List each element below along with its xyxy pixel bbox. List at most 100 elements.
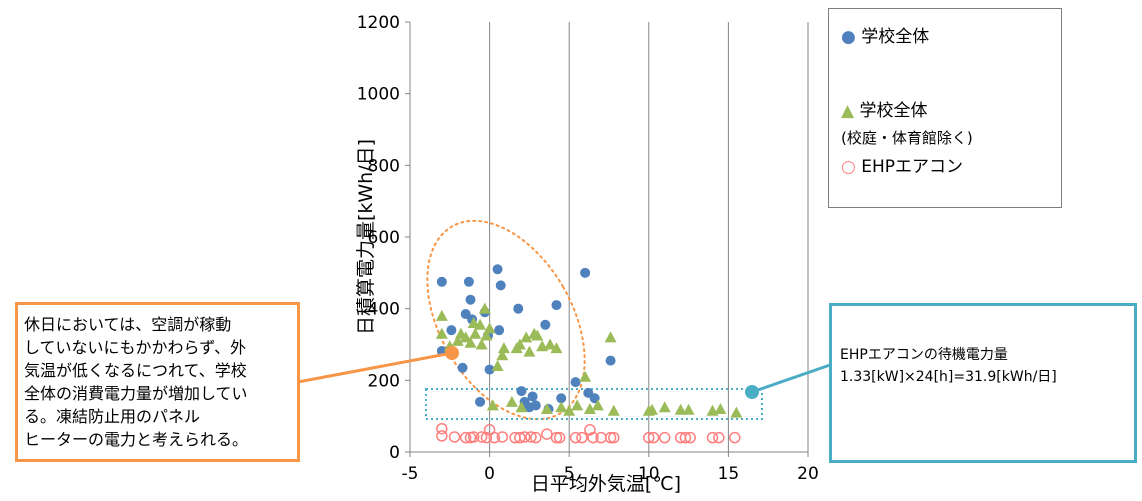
series-2	[436, 422, 741, 444]
data-point	[569, 431, 582, 444]
data-point	[607, 404, 620, 416]
y-tick-label: 1000	[357, 85, 400, 105]
data-point	[576, 431, 588, 444]
data-point	[497, 342, 510, 354]
data-point	[556, 393, 567, 404]
y-tick-label: 1200	[357, 13, 400, 33]
x-tick-label: 15	[718, 464, 740, 484]
data-point	[465, 294, 476, 305]
legend-item-school-total: ● 学校全体	[841, 25, 929, 49]
gridlines	[489, 22, 809, 452]
callout-line: る。凍結防止用のパネル	[24, 407, 201, 426]
data-point	[475, 396, 486, 407]
data-point	[730, 406, 743, 418]
data-point	[580, 267, 591, 278]
data-point	[520, 331, 533, 343]
data-point	[505, 395, 518, 407]
data-point	[451, 334, 464, 346]
callout-line: 1.33[kW]×24[h]=31.9[kWh/日]	[840, 369, 1057, 385]
data-point	[605, 355, 616, 366]
data-point	[484, 364, 495, 375]
data-point	[679, 431, 692, 444]
data-point	[513, 338, 526, 350]
right-callout-connector	[751, 363, 831, 394]
data-point	[714, 403, 727, 414]
data-point	[464, 336, 477, 348]
data-point	[492, 264, 503, 275]
winter-cluster-highlight-ellipse	[426, 219, 586, 421]
data-point	[514, 431, 526, 444]
right-annotation-callout: EHPエアコンの待機電力量 1.33[kW]×24[h]=31.9[kWh/日]	[829, 303, 1137, 463]
standby-power-highlight-box	[425, 388, 763, 420]
data-point	[706, 431, 719, 444]
data-point	[541, 428, 553, 440]
callout-line: 気温が低くなるにつれて、学校	[24, 361, 247, 380]
data-point	[530, 431, 542, 444]
x-tick-label: -5	[402, 464, 419, 484]
data-point	[459, 431, 472, 444]
data-point	[436, 276, 447, 287]
callout-line: していないにもかかわらず、外	[24, 338, 247, 357]
data-point	[571, 399, 584, 411]
data-point	[495, 280, 506, 291]
data-point	[604, 331, 617, 343]
data-point	[645, 403, 658, 415]
data-point	[643, 431, 655, 444]
data-point	[483, 322, 496, 334]
data-point	[459, 331, 472, 343]
data-point	[491, 360, 504, 371]
left-callout-anchor-dot	[445, 346, 459, 360]
y-tick-label: 400	[368, 300, 400, 320]
data-points	[435, 264, 743, 444]
data-point	[488, 431, 501, 444]
legend: ● 学校全体 ▲ 学校全体 (校庭・体育館除く) ○ EHPエアコン	[828, 8, 1062, 208]
callout-line: 休日においては、空調が稼動	[24, 315, 232, 334]
legend-label-sub: (校庭・体育館除く)	[841, 129, 973, 147]
y-tick-label: 600	[368, 228, 400, 248]
data-point	[525, 431, 537, 443]
data-point	[729, 431, 741, 444]
data-point	[435, 309, 448, 321]
data-point	[435, 327, 448, 339]
data-point	[684, 431, 696, 444]
data-point	[531, 329, 544, 341]
left-callout-connector	[297, 351, 453, 384]
data-point	[674, 403, 687, 415]
data-point	[474, 318, 487, 330]
data-point	[475, 431, 488, 443]
data-point	[516, 386, 527, 397]
data-point	[463, 276, 474, 287]
data-point	[544, 338, 557, 350]
x-tick-label: 20	[797, 464, 819, 484]
data-point	[551, 300, 562, 311]
data-point	[604, 431, 617, 444]
data-point	[513, 303, 524, 314]
data-point	[587, 431, 599, 444]
data-point	[469, 327, 482, 339]
legend-label: EHPエアコン	[861, 157, 964, 177]
data-point	[436, 422, 448, 435]
data-point	[486, 399, 499, 411]
legend-marker-circle-icon: ●	[841, 27, 856, 47]
legend-item-school-excluding: ▲ 学校全体	[841, 99, 927, 123]
legend-label: 学校全体	[861, 27, 930, 47]
data-point	[570, 377, 581, 388]
data-point	[515, 401, 528, 413]
data-point	[553, 431, 566, 444]
data-point	[583, 403, 596, 414]
data-point	[448, 431, 461, 443]
data-point	[494, 325, 505, 336]
data-point	[518, 431, 531, 443]
data-point	[523, 345, 536, 357]
data-point	[563, 404, 576, 416]
legend-label: 学校全体	[859, 101, 928, 121]
y-tick-label: 0	[389, 443, 400, 463]
legend-item-ehp-aircon: ○ EHPエアコン	[841, 155, 963, 179]
data-point	[530, 400, 541, 411]
data-point	[591, 399, 604, 411]
data-point	[446, 325, 457, 336]
callout-line: ヒーターの電力と考えられる。	[24, 430, 249, 449]
data-point	[480, 329, 493, 341]
legend-item-school-excluding-sub: (校庭・体育館除く)	[841, 127, 973, 148]
data-point	[496, 349, 509, 361]
